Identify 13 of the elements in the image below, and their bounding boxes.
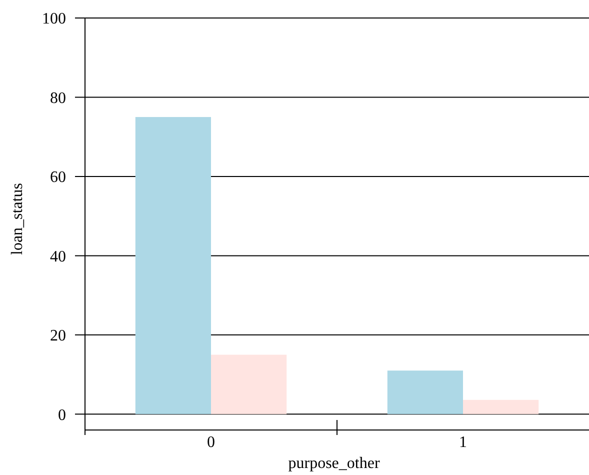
- bar: [387, 370, 463, 414]
- y-tick-label: 0: [58, 406, 66, 424]
- y-tick-label: 40: [50, 248, 66, 266]
- bar: [463, 400, 539, 414]
- y-tick-label: 100: [42, 10, 66, 28]
- y-tick-label: 60: [50, 169, 66, 186]
- x-tick-label: 1: [459, 434, 467, 451]
- y-tick-label: 80: [50, 90, 66, 107]
- y-tick-label: 20: [50, 328, 66, 345]
- x-axis-title: purpose_other: [288, 455, 380, 472]
- y-axis-title: loan_status: [9, 183, 26, 255]
- bar: [135, 117, 211, 414]
- bar: [211, 354, 287, 414]
